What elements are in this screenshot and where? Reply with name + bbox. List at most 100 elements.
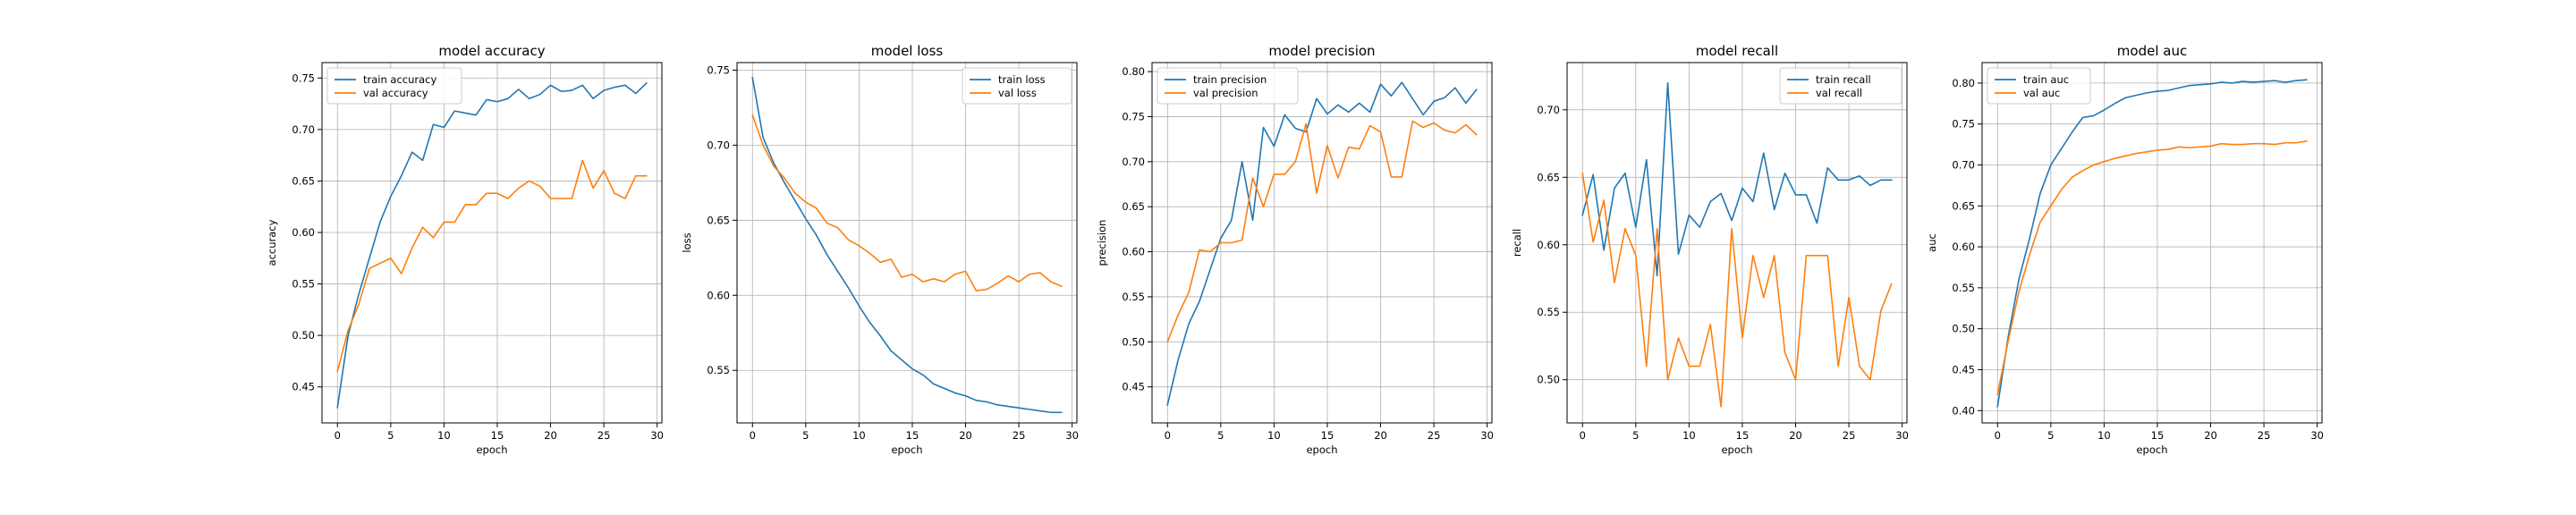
model-precision-y-tick-label: 0.75 xyxy=(1122,110,1145,122)
train-accuracy-legend-label: train accuracy xyxy=(363,73,437,86)
model-recall-y-axis-label: recall xyxy=(1511,229,1523,257)
model-recall-x-tick-label: 25 xyxy=(1843,429,1856,442)
model-precision-x-axis-label: epoch xyxy=(1306,443,1337,456)
model-auc-x-tick-label: 25 xyxy=(2258,429,2271,442)
model-accuracy-y-tick-label: 0.75 xyxy=(292,72,315,84)
model-auc-panel: 0 5 10 15 20 25 30 0.40 0.45 0.50 0.55 0.60 0.65 0.70… xyxy=(1926,43,2324,456)
model-accuracy-y-tick-label: 0.65 xyxy=(292,174,315,187)
val-loss-legend-label: val loss xyxy=(998,87,1037,99)
model-loss-axes-frame xyxy=(736,62,1078,424)
train-recall-legend-label: train recall xyxy=(1816,73,1871,86)
model-accuracy-x-tick-label: 10 xyxy=(437,429,451,442)
model-auc-x-tick-label: 10 xyxy=(2097,429,2111,442)
model-loss-x-tick-label: 25 xyxy=(1013,429,1026,442)
model-loss-y-axis-label: loss xyxy=(681,232,693,252)
model-auc-y-tick-label: 0.60 xyxy=(1952,241,1975,253)
train-accuracy-line xyxy=(336,81,648,409)
model-accuracy-x-tick-label: 15 xyxy=(491,429,504,442)
model-auc-y-axis-label: auc xyxy=(1926,233,1938,252)
model-auc-title: model auc xyxy=(2117,43,2187,59)
model-precision-x-tick-label: 30 xyxy=(1480,429,1494,442)
model-precision-y-tick-label: 0.65 xyxy=(1122,200,1145,213)
model-auc-y-tick-label: 0.40 xyxy=(1952,404,1975,417)
model-precision-axes-frame xyxy=(1151,62,1493,424)
val-precision-legend-label: val precision xyxy=(1193,87,1258,99)
val-recall-line xyxy=(1581,172,1893,408)
val-accuracy-legend-label: val accuracy xyxy=(363,87,428,99)
model-precision-legend-box xyxy=(1157,67,1299,105)
train-auc-line xyxy=(1996,79,2308,408)
model-recall-y-tick-label: 0.70 xyxy=(1537,104,1560,116)
model-auc-x-tick-label: 0 xyxy=(1995,429,2001,442)
model-loss-y-tick-label: 0.70 xyxy=(707,139,730,151)
model-recall-x-tick-label: 5 xyxy=(1632,429,1639,442)
model-accuracy-x-tick-label: 5 xyxy=(387,429,394,442)
model-accuracy-x-axis-label: epoch xyxy=(476,443,507,456)
model-loss-y-tick-label: 0.55 xyxy=(707,364,730,376)
model-auc-x-tick-label: 30 xyxy=(2310,429,2324,442)
model-accuracy-x-tick-label: 25 xyxy=(597,429,611,442)
model-recall-x-tick-label: 0 xyxy=(1580,429,1586,442)
model-auc-x-tick-label: 5 xyxy=(2047,429,2054,442)
model-auc-y-tick-label: 0.70 xyxy=(1952,158,1975,171)
model-auc-y-tick-label: 0.45 xyxy=(1952,363,1975,376)
train-loss-legend-label: train loss xyxy=(998,73,1046,86)
train-recall-line xyxy=(1581,81,1893,277)
model-recall-y-tick-label: 0.60 xyxy=(1537,239,1560,251)
model-accuracy-x-tick-label: 0 xyxy=(335,429,341,442)
train-precision-legend-label: train precision xyxy=(1193,73,1267,86)
model-auc-x-tick-label: 20 xyxy=(2204,429,2217,442)
model-auc-y-tick-label: 0.55 xyxy=(1952,282,1975,294)
model-accuracy-y-tick-label: 0.50 xyxy=(292,329,315,342)
val-auc-line xyxy=(1996,140,2308,395)
model-recall-legend-box xyxy=(1779,67,1902,105)
model-loss-x-tick-label: 0 xyxy=(750,429,756,442)
val-precision-line xyxy=(1166,120,1478,343)
model-recall-x-tick-label: 10 xyxy=(1682,429,1696,442)
model-auc-y-tick-label: 0.75 xyxy=(1952,118,1975,131)
model-recall-axes-frame xyxy=(1566,62,1908,424)
model-auc-legend-box xyxy=(1987,67,2091,105)
train-precision-line xyxy=(1166,81,1478,406)
model-precision-x-tick-label: 5 xyxy=(1217,429,1224,442)
model-precision-x-tick-label: 25 xyxy=(1428,429,1441,442)
model-recall-x-tick-label: 15 xyxy=(1736,429,1750,442)
model-accuracy-y-tick-label: 0.55 xyxy=(292,278,315,291)
model-accuracy-y-tick-label: 0.45 xyxy=(292,381,315,393)
model-loss-panel: 0 5 10 15 20 25 30 0.55 0.60 0.65 0.70 0.75 model lo… xyxy=(681,43,1079,456)
model-accuracy-y-tick-label: 0.60 xyxy=(292,226,315,239)
val-loss-line xyxy=(751,114,1063,292)
model-recall-panel: 0 5 10 15 20 25 30 0.50 0.55 0.60 0.65 0.70 model re… xyxy=(1511,43,1909,456)
model-recall-x-tick-label: 30 xyxy=(1895,429,1909,442)
model-precision-y-axis-label: precision xyxy=(1096,220,1108,266)
val-recall-legend-label: val recall xyxy=(1816,87,1862,99)
model-precision-x-tick-label: 10 xyxy=(1267,429,1281,442)
train-loss-line xyxy=(751,76,1063,414)
model-loss-x-tick-label: 15 xyxy=(906,429,919,442)
model-loss-x-tick-label: 20 xyxy=(959,429,972,442)
model-accuracy-x-tick-label: 30 xyxy=(650,429,664,442)
model-accuracy-y-axis-label: accuracy xyxy=(266,219,278,266)
model-auc-x-tick-label: 15 xyxy=(2151,429,2165,442)
val-accuracy-line xyxy=(336,159,648,373)
model-precision-title: model precision xyxy=(1268,43,1375,59)
model-recall-x-tick-label: 20 xyxy=(1789,429,1802,442)
model-accuracy-axes-frame xyxy=(321,62,663,424)
model-precision-panel: 0 5 10 15 20 25 30 0.45 0.50 0.55 0.60 0.65 0.70 0.75… xyxy=(1096,43,1494,456)
model-precision-y-tick-label: 0.55 xyxy=(1122,291,1145,303)
model-loss-title: model loss xyxy=(871,43,944,59)
model-auc-y-tick-label: 0.65 xyxy=(1952,199,1975,212)
model-recall-title: model recall xyxy=(1696,43,1778,59)
val-auc-legend-label: val auc xyxy=(2023,87,2060,99)
model-accuracy-y-tick-label: 0.70 xyxy=(292,123,315,136)
model-loss-x-axis-label: epoch xyxy=(891,443,922,456)
model-precision-x-tick-label: 0 xyxy=(1165,429,1171,442)
model-loss-y-tick-label: 0.65 xyxy=(707,214,730,226)
model-recall-y-tick-label: 0.55 xyxy=(1537,306,1560,318)
